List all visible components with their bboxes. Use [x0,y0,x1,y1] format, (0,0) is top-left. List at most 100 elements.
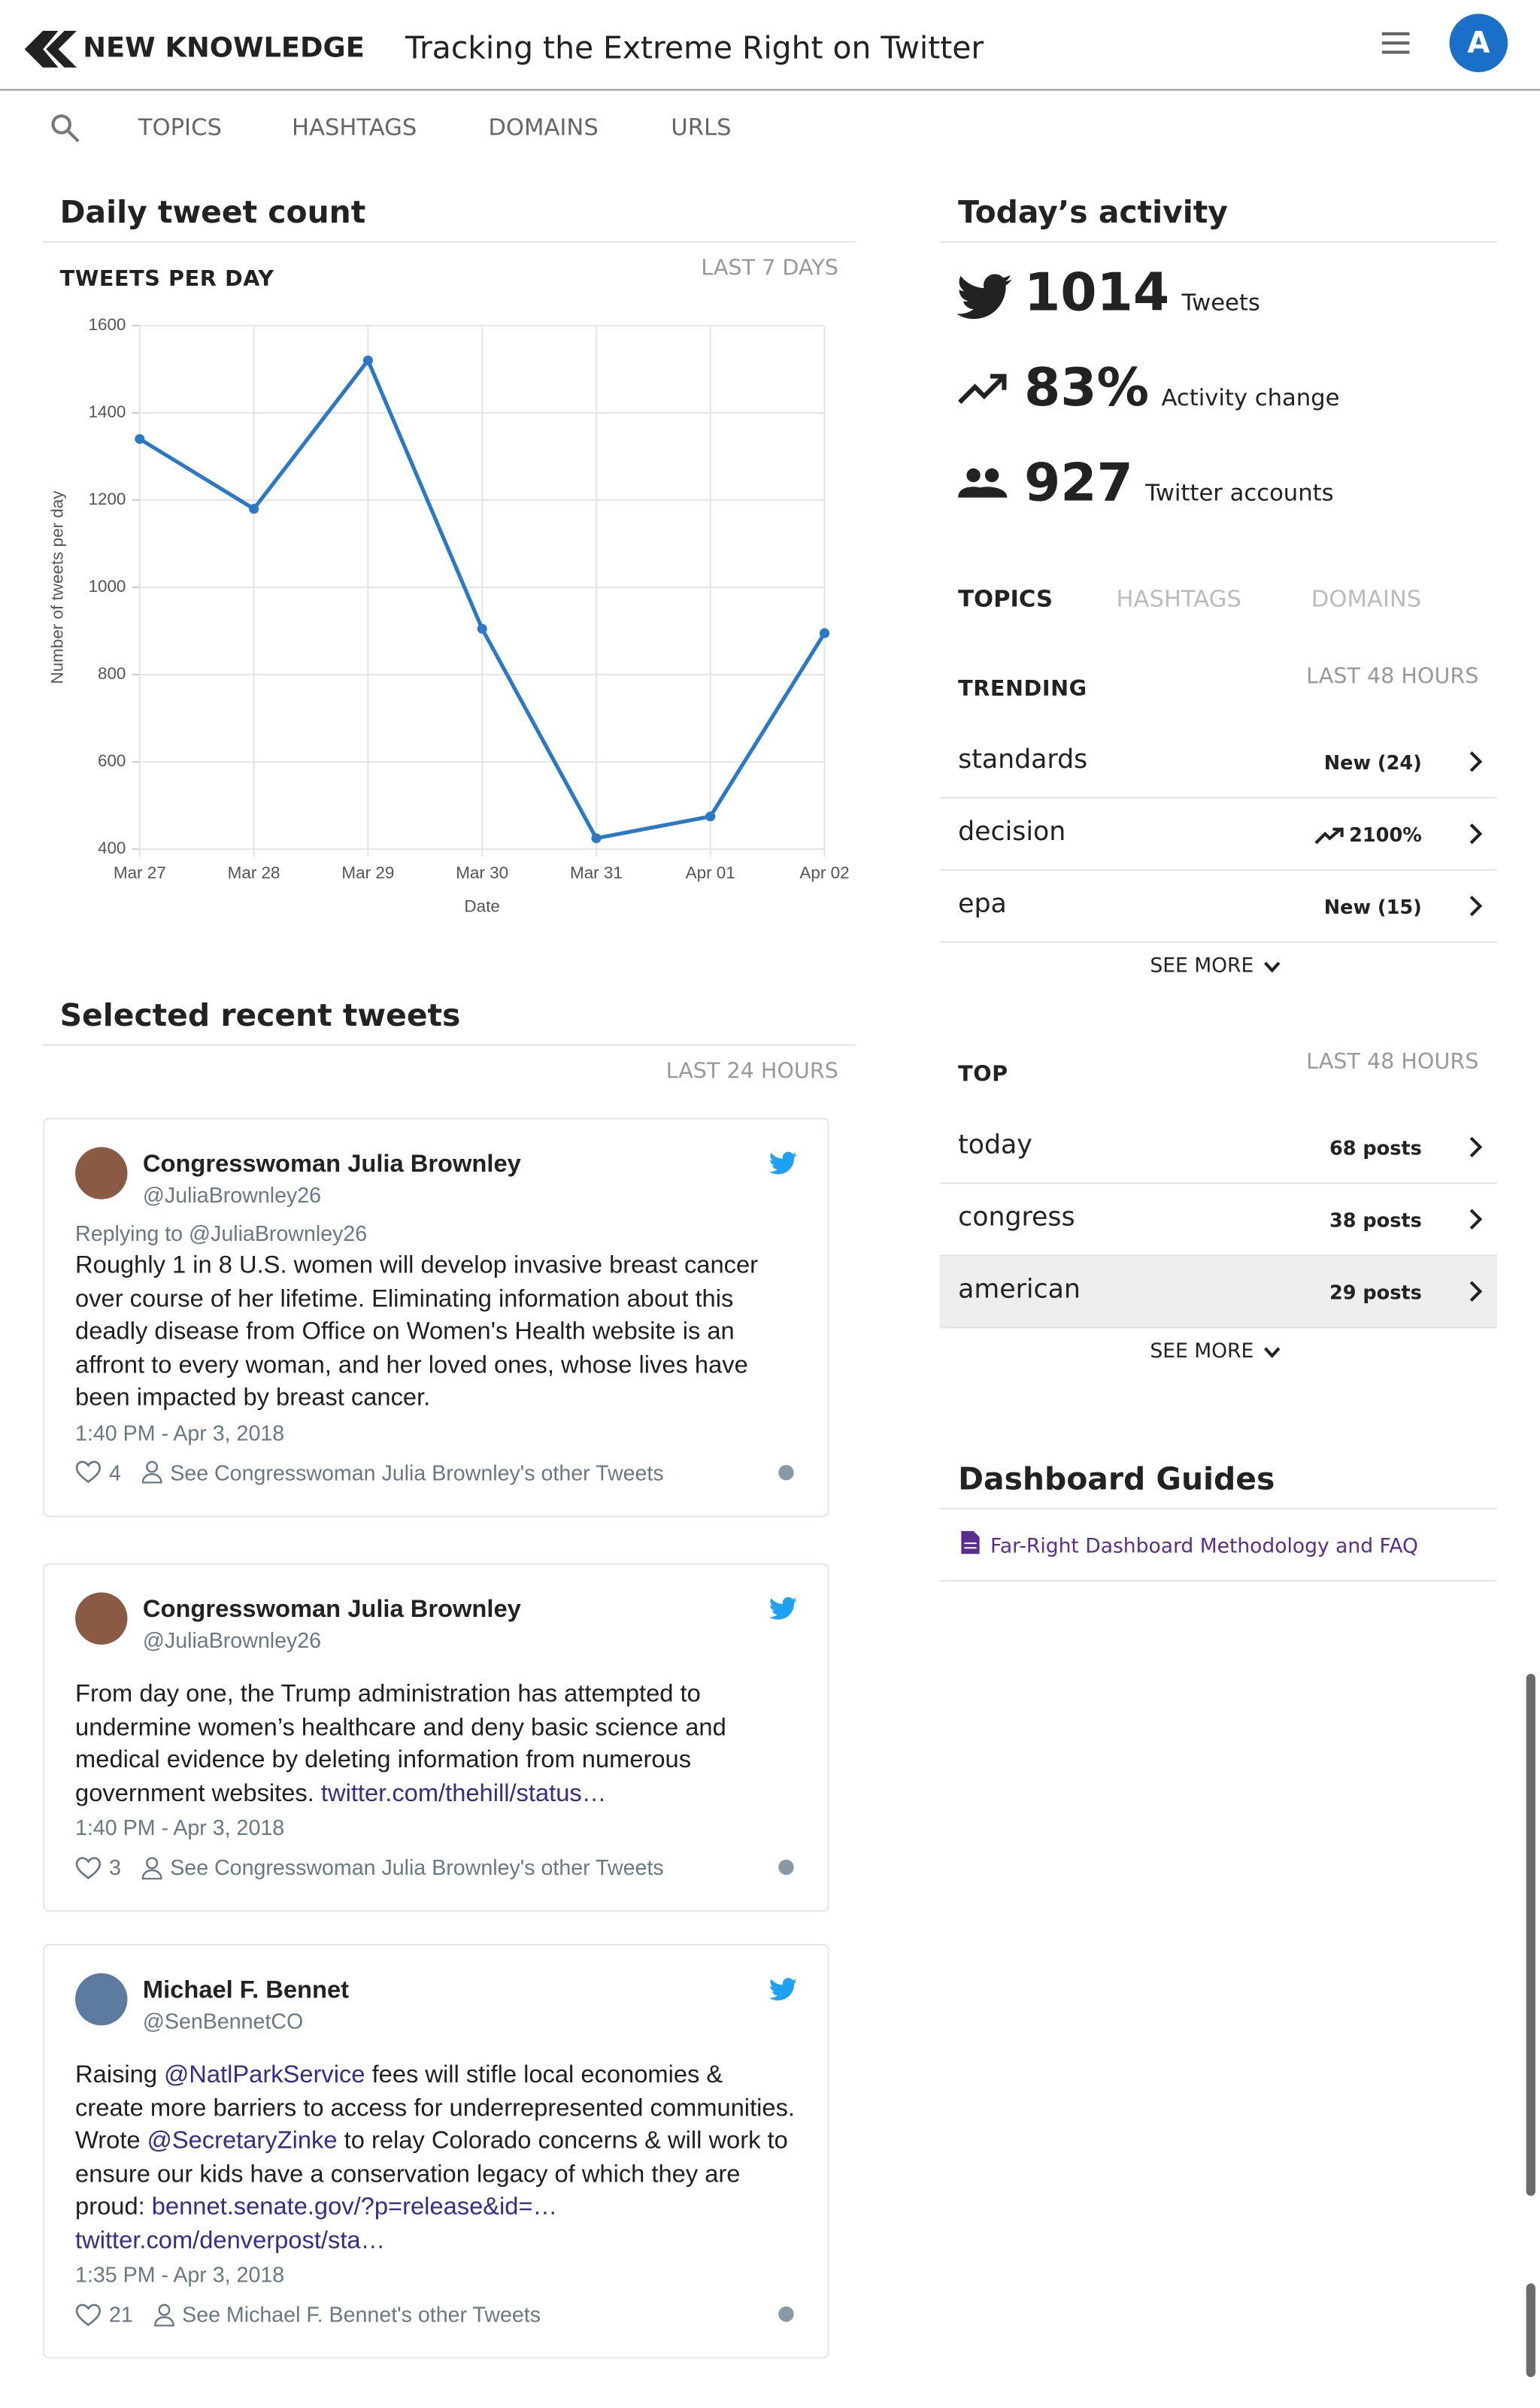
glyph [958,468,1008,498]
other-tweets-link[interactable]: See Congresswoman Julia Brownley's other… [170,1459,664,1485]
scrollbar[interactable] [1526,2283,1535,2377]
other-tweets-link[interactable]: See Michael F. Bennet's other Tweets [182,2301,541,2327]
stat-label: Activity change [1161,384,1340,412]
list-row[interactable]: decision 2100% [939,799,1497,871]
tweet-header: Congresswoman Julia Brownley @JuliaBrownl… [75,1592,797,1669]
glyph [1469,1209,1483,1230]
stat: 83% Activity change [1024,358,1340,420]
term: epa [958,889,1007,920]
glyph [1263,960,1280,972]
x-tick-label: Apr 02 [799,863,849,882]
like-icon[interactable] [75,1460,102,1484]
nav-item[interactable]: URLS [671,114,732,141]
chevron [1469,751,1483,772]
nav-item[interactable]: DOMAINS [488,114,599,141]
tweet-header: Congresswoman Julia Brownley @JuliaBrownl… [75,1147,797,1224]
chevron-down [1263,1346,1280,1358]
heart [75,2303,102,2326]
like-icon[interactable] [75,1856,102,1879]
see-more[interactable]: SEE MORE [1150,1340,1280,1364]
tweet-card: Congresswoman Julia Brownley @JuliaBrownl… [43,1563,829,1912]
tweet-link[interactable]: @NatlParkService [164,2062,365,2088]
tweet-footer: 3 See Congresswoman Julia Brownley's othe… [75,1852,797,1883]
reply-to: Replying to @JuliaBrownley26 [75,1221,368,1245]
list-row[interactable]: epa New (15) [939,871,1497,943]
list-row[interactable]: today 68 posts [939,1112,1497,1184]
list-heading: TOP [958,1062,1008,1087]
tweet-link[interactable]: @SecretaryZinke [147,2128,338,2155]
rule [939,1508,1497,1510]
nav-item[interactable]: HASHTAGS [291,114,417,141]
list-row[interactable]: congress 38 posts [939,1184,1497,1257]
y-tick-label: 1000 [88,577,126,596]
tweet-text: From day one, the Trump administration h… [75,1681,726,1807]
glyph [956,274,1012,320]
chevron-down [1263,960,1280,972]
other-tweets-link[interactable]: See Congresswoman Julia Brownley's other… [170,1855,664,1880]
author-name: Michael F. Bennet [142,1977,350,2004]
tab[interactable]: HASHTAGS [1116,584,1241,613]
point [705,811,716,822]
x-tick-label: Apr 01 [686,863,735,882]
scrollbar[interactable] [1526,1673,1535,2196]
list-row[interactable]: standards New (24) [939,726,1497,799]
point [477,623,487,634]
bird [768,1151,797,1175]
chevron [1469,1136,1483,1157]
glyph [1314,826,1343,844]
search-icon[interactable] [50,114,81,144]
author-name: Congresswoman Julia Brownley [142,1597,521,1624]
tweet-text: Roughly 1 in 8 U.S. women will develop i… [75,1253,759,1412]
person-icon [141,1856,162,1879]
tweet-link[interactable]: twitter.com/denverpost/sta… [75,2227,386,2254]
tweet-body: Raising @NatlParkService fees will stifl… [75,2059,797,2257]
y-axis-label: Number of tweets per day [48,490,67,684]
glyph [1469,1281,1483,1302]
menu-button[interactable] [1381,31,1410,56]
like-icon[interactable] [75,2303,102,2326]
period: LAST 48 HOURS [1306,665,1479,690]
tweet-header: Michael F. Bennet @SenBennetCO [75,1973,797,2050]
stat-cell: 29 posts [1329,1281,1422,1304]
stat-icon [958,468,1008,498]
section-heading: Today’s activity [958,193,1228,231]
avatar[interactable]: A [1449,14,1508,72]
rule [939,241,1497,243]
tab[interactable]: DOMAINS [1311,584,1422,613]
tweet-time: 1:40 PM - Apr 3, 2018 [75,1815,285,1840]
glyph [1469,896,1483,917]
x-tick-label: Mar 29 [341,863,394,882]
see-more[interactable]: SEE MORE [1150,955,1280,978]
tweet-time: 1:35 PM - Apr 3, 2018 [75,2261,285,2287]
rule [43,241,856,243]
tweet-link[interactable]: bennet.senate.gov/?p=release&id=… [151,2194,558,2221]
stat-cell: 2100% [1314,823,1422,846]
heart [75,1460,102,1484]
tab[interactable]: TOPICS [958,584,1053,613]
chart-subtitle: LAST 7 DAYS [701,256,838,281]
stat-text: New (15) [1323,895,1422,919]
tweet-text: to relay Colorado concerns & will work t… [75,2128,788,2221]
see-more-text: SEE MORE [1150,1340,1254,1364]
see-more-text: SEE MORE [1150,955,1254,978]
section-heading: Selected recent tweets [59,996,461,1034]
tweet-footer: 4 See Congresswoman Julia Brownley's othe… [75,1457,797,1488]
y-tick-label: 800 [98,664,126,683]
heart [75,1856,102,1879]
doc-icon [961,1530,980,1554]
tweet-card: Michael F. Bennet @SenBennetCO Raising @Na… [43,1944,829,2359]
nav-item[interactable]: TOPICS [138,114,222,141]
guide-link[interactable]: Far-Right Dashboard Methodology and FAQ [990,1535,1418,1559]
point [591,833,602,844]
person [141,1460,162,1484]
list-row[interactable]: american 29 posts [939,1256,1497,1329]
y-tick-label: 1200 [88,490,126,508]
tweet-link[interactable]: twitter.com/thehill/status… [320,1780,607,1807]
person-icon [153,2303,174,2326]
rule [939,1580,1497,1582]
tweet-body: Roughly 1 in 8 U.S. women will develop i… [75,1250,797,1415]
section-heading: Dashboard Guides [958,1460,1275,1497]
info-icon [778,1859,794,1876]
like-count: 4 [108,1459,121,1485]
